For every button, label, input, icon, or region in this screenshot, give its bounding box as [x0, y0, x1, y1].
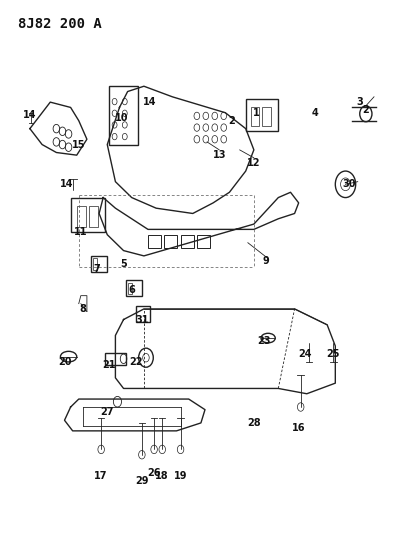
Text: 8J82 200 A: 8J82 200 A: [18, 17, 101, 31]
Text: 5: 5: [120, 259, 127, 269]
Text: 14: 14: [60, 179, 73, 189]
Bar: [70, 198, 105, 232]
Text: 10: 10: [115, 113, 128, 123]
Text: 21: 21: [102, 360, 116, 369]
Text: 3: 3: [355, 97, 362, 107]
Text: 2: 2: [362, 105, 369, 115]
Bar: [164, 235, 177, 248]
Bar: [125, 280, 142, 296]
Bar: [250, 108, 258, 126]
Bar: [180, 235, 193, 248]
Text: 20: 20: [58, 357, 71, 367]
Text: 14: 14: [23, 110, 36, 120]
Text: 12: 12: [247, 158, 260, 168]
Text: 15: 15: [72, 140, 85, 150]
Text: 25: 25: [326, 349, 339, 359]
Bar: [135, 306, 150, 322]
Bar: [262, 108, 270, 126]
Text: 11: 11: [74, 227, 88, 237]
Text: 30: 30: [342, 179, 355, 189]
Text: 29: 29: [135, 477, 148, 486]
Text: 27: 27: [100, 407, 114, 417]
Bar: [127, 283, 131, 294]
Text: 6: 6: [128, 285, 135, 295]
Bar: [76, 206, 85, 227]
Bar: [91, 256, 107, 272]
Text: 4: 4: [311, 108, 317, 118]
Text: 24: 24: [297, 349, 311, 359]
Text: 28: 28: [247, 418, 260, 428]
Text: 14: 14: [143, 97, 156, 107]
Bar: [148, 235, 161, 248]
Bar: [109, 86, 137, 144]
Text: 23: 23: [257, 336, 270, 346]
Text: 18: 18: [155, 471, 169, 481]
Text: 16: 16: [291, 423, 305, 433]
Bar: [105, 353, 125, 365]
Text: 26: 26: [147, 469, 160, 478]
Text: 31: 31: [135, 314, 148, 325]
Text: 19: 19: [173, 471, 187, 481]
Text: 13: 13: [212, 150, 225, 160]
Bar: [196, 235, 209, 248]
Text: 22: 22: [129, 357, 142, 367]
Text: 17: 17: [94, 471, 108, 481]
Text: 8: 8: [79, 304, 86, 314]
Text: 9: 9: [262, 256, 269, 266]
Text: 7: 7: [94, 264, 100, 274]
Text: 1: 1: [252, 108, 258, 118]
Bar: [89, 206, 98, 227]
Bar: [245, 100, 278, 131]
Text: 2: 2: [227, 116, 234, 126]
Bar: [93, 258, 97, 270]
